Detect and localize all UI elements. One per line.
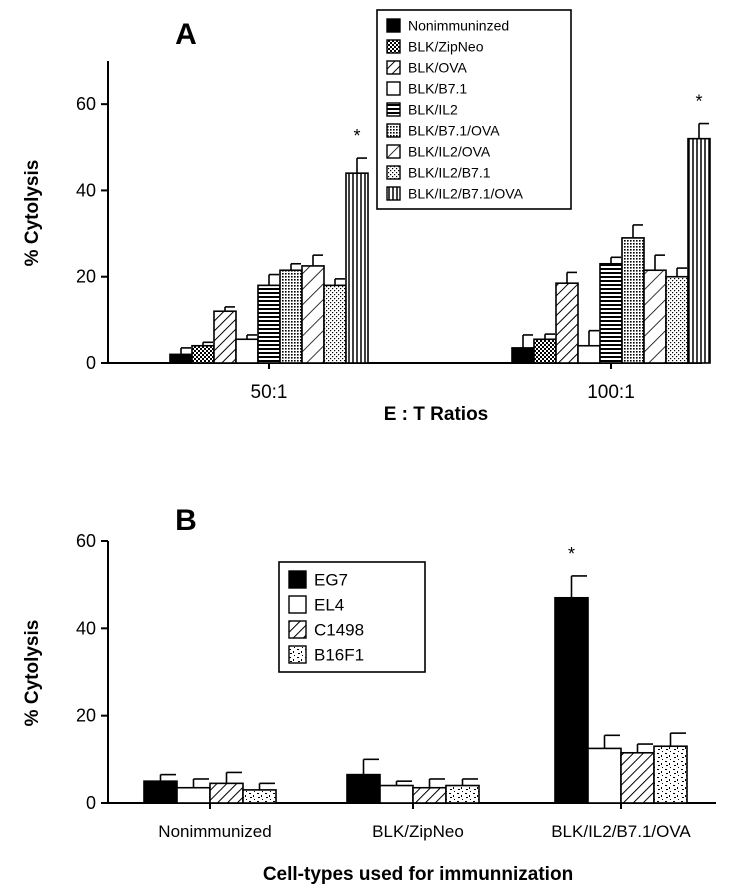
legend-swatch bbox=[288, 595, 307, 614]
legend-swatch bbox=[386, 123, 401, 138]
legend-swatch bbox=[386, 18, 401, 33]
bar bbox=[279, 269, 303, 364]
panel-b: B Cell-types used for immunnization % Cy… bbox=[22, 504, 716, 885]
legend-swatch bbox=[386, 165, 401, 180]
panel-b-title: B bbox=[175, 504, 197, 537]
bar bbox=[301, 265, 325, 364]
significance-marker: * bbox=[353, 126, 360, 146]
legend-swatch bbox=[386, 186, 401, 201]
bar bbox=[235, 338, 259, 364]
bar bbox=[653, 745, 688, 804]
x-tick-label: 100:1 bbox=[587, 382, 635, 403]
significance-marker: * bbox=[568, 544, 575, 564]
bar bbox=[143, 780, 178, 804]
bar bbox=[412, 786, 447, 804]
legend-swatch bbox=[386, 81, 401, 96]
legend-label: BLK/B7.1 bbox=[408, 81, 467, 97]
panel-a: A E : T Ratios % Cytolysis 0 20 40 60 50:1 10… bbox=[22, 9, 711, 425]
bar bbox=[511, 347, 535, 364]
x-tick-label: 50:1 bbox=[251, 382, 288, 403]
bar bbox=[577, 344, 601, 364]
x-tick-label: BLK/ZipNeo bbox=[372, 822, 464, 841]
y-tick-label: 60 bbox=[76, 531, 96, 551]
bar bbox=[621, 237, 645, 364]
panel-a-title: A bbox=[175, 18, 197, 51]
bar bbox=[554, 596, 589, 804]
bar bbox=[257, 284, 281, 364]
legend-label: BLK/B7.1/OVA bbox=[408, 123, 500, 139]
legend-label: BLK/OVA bbox=[408, 60, 468, 76]
bar bbox=[665, 275, 689, 364]
legend-label: BLK/IL2/B7.1 bbox=[408, 165, 491, 181]
y-tick-label: 20 bbox=[76, 267, 96, 287]
legend-swatch bbox=[386, 102, 401, 117]
significance-marker: * bbox=[695, 92, 702, 112]
y-tick-label: 20 bbox=[76, 706, 96, 726]
bar bbox=[209, 782, 244, 804]
legend-label: Nonimmuninzed bbox=[408, 18, 509, 34]
y-tick-label: 40 bbox=[76, 180, 96, 200]
panel-a-plot: 0 20 40 60 50:1 100:1 * * Nonimmuninzed BLK/ZipNe… bbox=[76, 9, 711, 403]
legend-label: BLK/ZipNeo bbox=[408, 39, 484, 55]
bar bbox=[587, 747, 622, 804]
legend-label: BLK/IL2/OVA bbox=[408, 144, 491, 160]
bar bbox=[620, 751, 655, 804]
bar bbox=[213, 310, 237, 364]
legend-box bbox=[376, 9, 572, 210]
bar bbox=[555, 282, 579, 364]
legend: Nonimmuninzed BLK/ZipNeo BLK/OVA BLK/B7.1 BL… bbox=[376, 9, 572, 210]
legend-swatch bbox=[288, 645, 307, 664]
x-tick-label: Nonimmunized bbox=[158, 822, 271, 841]
legend-label: C1498 bbox=[314, 621, 364, 640]
bar bbox=[379, 784, 414, 804]
legend-swatch bbox=[288, 620, 307, 639]
legend-label: EL4 bbox=[314, 596, 344, 615]
bar bbox=[643, 269, 667, 364]
panel-b-x-axis-title: Cell-types used for immunnization bbox=[263, 864, 573, 885]
bar bbox=[176, 786, 211, 804]
bar bbox=[687, 137, 711, 364]
panel-b-plot: 0 20 40 60 Nonimmunized BLK/ZipNeo BLK/IL2/B7.… bbox=[76, 531, 716, 841]
legend-swatch bbox=[386, 60, 401, 75]
legend-label: EG7 bbox=[314, 571, 348, 590]
bar bbox=[323, 284, 347, 364]
bar bbox=[242, 789, 277, 804]
y-tick-label: 60 bbox=[76, 94, 96, 114]
bar bbox=[191, 344, 215, 364]
x-tick-label: BLK/IL2/B7.1/OVA bbox=[551, 822, 691, 841]
y-tick-label: 40 bbox=[76, 618, 96, 638]
legend-swatch bbox=[386, 144, 401, 159]
y-tick-label: 0 bbox=[86, 353, 96, 373]
legend-label: BLK/IL2 bbox=[408, 102, 458, 118]
bar bbox=[445, 784, 480, 804]
panel-b-y-axis-title: % Cytolysis bbox=[22, 620, 43, 727]
y-tick-label: 0 bbox=[86, 793, 96, 813]
legend: EG7 EL4 C1498 B16F1 bbox=[278, 561, 426, 673]
legend-swatch bbox=[386, 39, 401, 54]
legend-swatch bbox=[288, 570, 307, 589]
legend-label: B16F1 bbox=[314, 646, 364, 665]
bar bbox=[169, 353, 193, 364]
panel-a-y-axis-title: % Cytolysis bbox=[22, 160, 43, 267]
bar bbox=[346, 773, 381, 804]
bar bbox=[345, 172, 369, 364]
panel-a-x-axis-title: E : T Ratios bbox=[384, 404, 489, 425]
legend-label: BLK/IL2/B7.1/OVA bbox=[408, 186, 524, 202]
bar bbox=[599, 262, 623, 364]
bar bbox=[533, 338, 557, 364]
